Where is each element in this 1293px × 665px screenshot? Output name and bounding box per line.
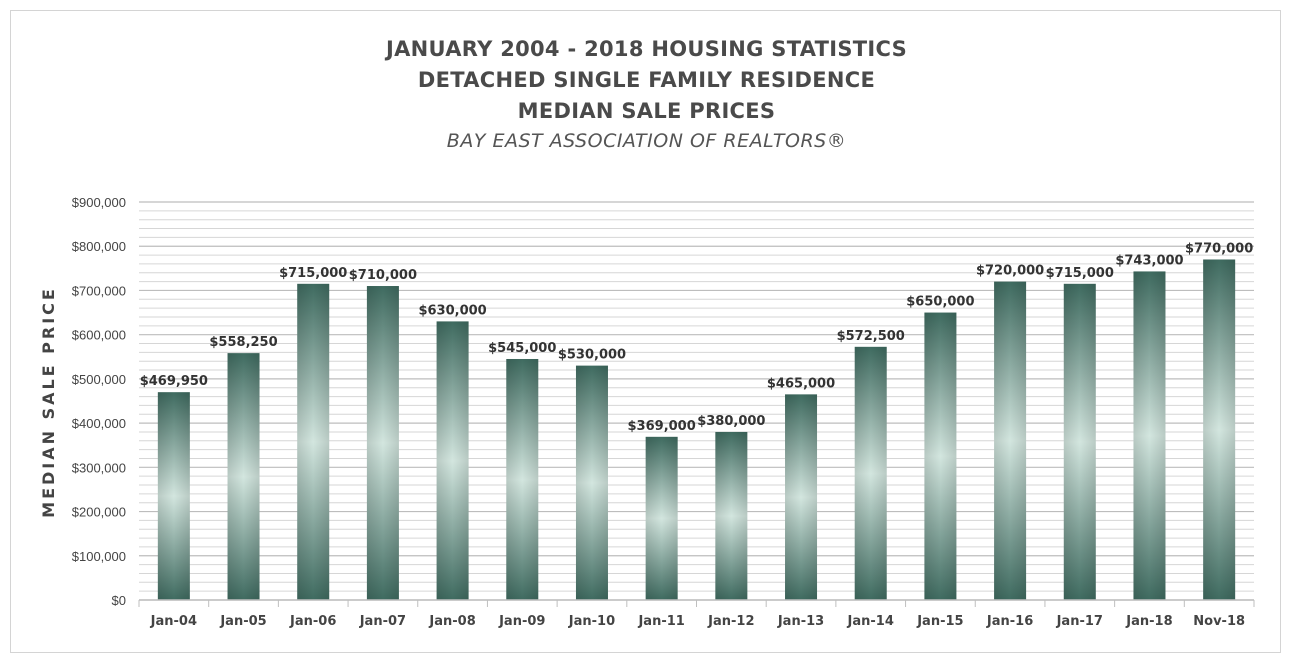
x-tick-label: Jan-04 — [150, 614, 197, 629]
data-label: $650,000 — [906, 295, 974, 310]
data-label: $715,000 — [279, 266, 347, 281]
bar-shade — [228, 353, 260, 600]
bar-shade — [1133, 271, 1165, 600]
x-tick-label: Jan-14 — [847, 614, 894, 629]
data-label: $369,000 — [628, 419, 696, 434]
y-tick-label: $600,000 — [72, 328, 126, 343]
bar-shade — [1203, 259, 1235, 600]
data-label: $545,000 — [488, 341, 556, 356]
bar-shade — [994, 282, 1026, 600]
data-label: $630,000 — [418, 303, 486, 318]
bars — [158, 259, 1235, 600]
x-tick-label: Jan-18 — [1125, 614, 1172, 629]
data-label: $572,500 — [837, 329, 905, 344]
y-tick-label: $400,000 — [72, 416, 126, 431]
bar-shade — [367, 286, 399, 600]
y-tick-label: $700,000 — [72, 283, 126, 298]
y-tick-label: $900,000 — [72, 195, 126, 210]
bar-shade — [715, 432, 747, 600]
bar-shade — [297, 284, 329, 600]
x-tick-label: Jan-06 — [289, 614, 336, 629]
x-tick-label: Jan-10 — [568, 614, 615, 629]
data-label: $770,000 — [1185, 241, 1253, 256]
data-label: $710,000 — [349, 268, 417, 283]
x-tick-label: Nov-18 — [1193, 614, 1245, 629]
x-axis: Jan-04 Jan-05 Jan-06 Jan-07 Jan-08 Jan-09 Jan-… — [139, 600, 1254, 629]
data-label: $720,000 — [976, 264, 1044, 279]
y-tick-label: $300,000 — [72, 460, 126, 475]
y-tick-label: $0 — [112, 593, 126, 608]
bar-shade — [924, 313, 956, 600]
x-tick-label: Jan-12 — [707, 614, 754, 629]
x-tick-label: Jan-09 — [498, 614, 545, 629]
x-tick-label: Jan-13 — [777, 614, 824, 629]
x-tick-label: Jan-05 — [219, 614, 266, 629]
bar-shade — [785, 394, 817, 600]
bar-shade — [855, 347, 887, 600]
bar-shade — [1064, 284, 1096, 600]
data-label: $743,000 — [1115, 253, 1183, 268]
data-label: $530,000 — [558, 348, 626, 363]
x-tick-label: Jan-15 — [916, 614, 963, 629]
bar-shade — [437, 321, 469, 600]
data-label: $380,000 — [697, 414, 765, 429]
y-tick-label: $200,000 — [72, 505, 126, 520]
data-label: $715,000 — [1046, 266, 1114, 281]
y-tick-label: $100,000 — [72, 549, 126, 564]
y-axis: $0 $100,000 $200,000 $300,000 $400,000 $500,0… — [72, 195, 126, 608]
x-tick-label: Jan-11 — [637, 614, 684, 629]
bar-shade — [506, 359, 538, 600]
x-tick-label: Jan-07 — [359, 614, 406, 629]
bar-chart: $0 $100,000 $200,000 $300,000 $400,000 $500,0… — [0, 0, 1293, 665]
data-label: $469,950 — [140, 374, 208, 389]
data-label: $558,250 — [209, 335, 277, 350]
x-tick-label: Jan-17 — [1056, 614, 1103, 629]
bar-shade — [576, 366, 608, 600]
data-label: $465,000 — [767, 376, 835, 391]
bar-shade — [646, 437, 678, 600]
y-tick-label: $500,000 — [72, 372, 126, 387]
y-tick-label: $800,000 — [72, 239, 126, 254]
x-tick-label: Jan-08 — [428, 614, 475, 629]
y-axis-title: MEDIAN SALE PRICE — [39, 286, 58, 518]
x-tick-label: Jan-16 — [986, 614, 1033, 629]
bar-shade — [158, 392, 190, 600]
